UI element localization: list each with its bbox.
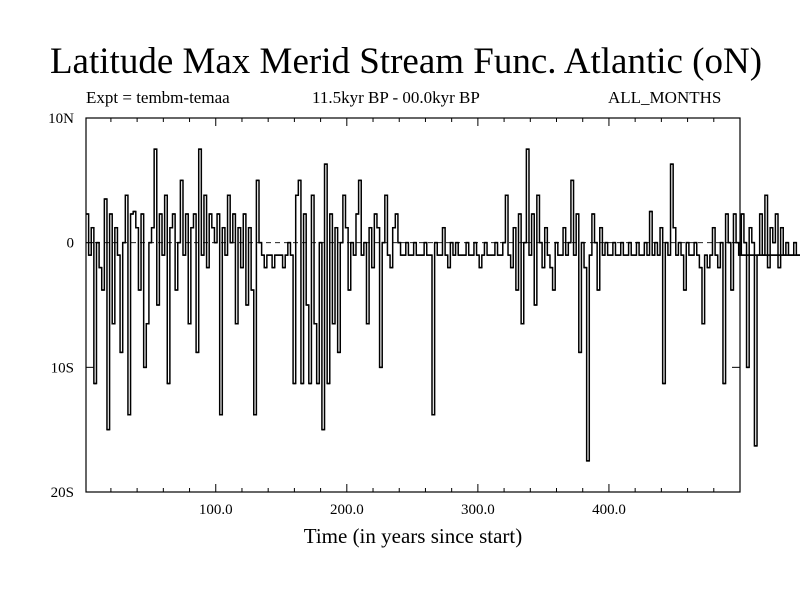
chart-title: Latitude Max Merid Stream Func. Atlantic… <box>49 41 763 82</box>
experiment-label: Expt = tembm-temaa <box>86 88 230 107</box>
plot-frame <box>85 117 741 493</box>
series-line-0 <box>86 148 800 462</box>
x-axis-label: Time (in years since start) <box>303 524 523 548</box>
period-label: 11.5kyr BP - 00.0kyr BP <box>312 88 480 107</box>
x-tick-label: 300.0 <box>461 502 495 518</box>
axis-ticks: 10N 0 10S 20S 100.0 200.0 300.0 400.0 <box>48 111 740 518</box>
y-tick-label: 10N <box>48 111 74 127</box>
x-tick-label: 100.0 <box>199 502 233 518</box>
x-tick-label: 200.0 <box>330 502 364 518</box>
x-tick-label: 400.0 <box>592 502 626 518</box>
y-tick-label: 20S <box>51 485 74 501</box>
months-label: ALL_MONTHS <box>608 88 722 107</box>
y-tick-label: 0 <box>67 236 75 252</box>
y-tick-label: 10S <box>51 360 74 376</box>
series-group <box>86 148 800 462</box>
